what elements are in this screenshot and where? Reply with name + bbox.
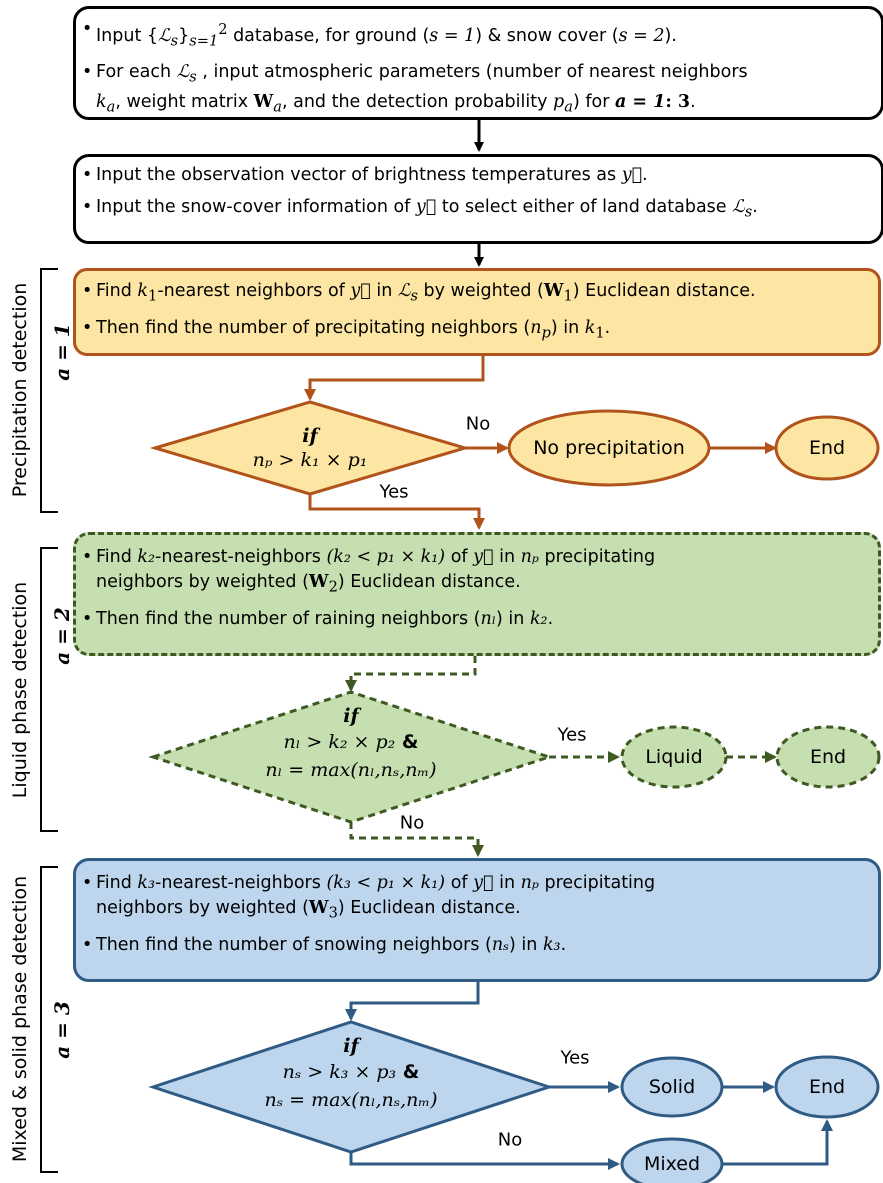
mixed-solid-phase-detection-box: Find k₃-nearest-neighbors (k₃ < p₁ × k₁)…: [73, 858, 881, 982]
stage2-find-neighbors-item: Find k₂-nearest-neighbors (k₂ < p₁ × k₁)…: [82, 545, 872, 600]
decision2-if: if: [343, 705, 359, 727]
mixed-label: Mixed: [643, 1153, 701, 1175]
stage3-count-item: Then find the number of snowing neighbor…: [82, 933, 872, 958]
stage1-find-neighbors-item: Find k1-nearest neighbors of y⃗ in ℒs by…: [82, 279, 872, 309]
decision1-condition: nₚ > k₁ × p₁: [252, 449, 368, 471]
decision2-no-label: No: [399, 812, 425, 834]
solid-label: Solid: [648, 1076, 696, 1098]
end-label-stage2: End: [809, 746, 847, 768]
end-label-stage3: End: [808, 1076, 846, 1098]
a-label-stage2: a = 2: [50, 607, 74, 665]
decision3-if: if: [343, 1035, 359, 1057]
decision2-condition1: nₗ > k₂ × p₂ &: [283, 731, 419, 753]
input-parameters-item: For each ℒs , input atmospheric paramete…: [82, 60, 875, 119]
decision1-yes-label: Yes: [379, 481, 409, 503]
decision3-no-label: No: [497, 1129, 523, 1151]
bracket-stage3: [40, 866, 58, 1173]
liquid-phase-detection-box: Find k₂-nearest-neighbors (k₂ < p₁ × k₁)…: [73, 532, 881, 656]
side-label-precipitation-detection: Precipitation detection: [9, 282, 31, 498]
arrow-decision1-yes: [308, 494, 485, 530]
input-database-box: Input {ℒs}s=12 database, for ground (s =…: [73, 6, 883, 120]
decision2-yes-label: Yes: [557, 724, 587, 746]
decision1-no-label: No: [465, 413, 491, 435]
arrow-stage3-to-decision: [345, 982, 480, 1021]
stage3-find-neighbors-item: Find k₃-nearest-neighbors (k₃ < p₁ × k₁)…: [82, 871, 872, 926]
decision1-if: if: [302, 425, 318, 447]
precipitation-detection-box: Find k1-nearest neighbors of y⃗ in ℒs by…: [73, 268, 881, 356]
liquid-label: Liquid: [645, 746, 703, 768]
arrow-mixed-to-end: [722, 1119, 833, 1166]
arrow-stage2-to-decision: [345, 656, 477, 692]
bracket-stage1: [40, 268, 58, 513]
oval-end-stage2: [775, 725, 881, 789]
decision3-yes-label: Yes: [560, 1047, 590, 1069]
decision3-condition2: nₛ = max(nₗ,nₛ,nₘ): [264, 1089, 438, 1111]
side-label-liquid-phase-detection: Liquid phase detection: [9, 581, 31, 799]
decision2-condition2: nₗ = max(nₗ,nₛ,nₘ): [265, 759, 437, 781]
oval-end-stage3: [774, 1055, 880, 1119]
a-label-stage1: a = 1: [50, 323, 74, 381]
end-label-stage1: End: [808, 437, 846, 459]
no-precipitation-label: No precipitation: [533, 437, 685, 459]
decision3-condition1: nₛ > k₃ × p₃ &: [282, 1061, 420, 1083]
a-label-stage3: a = 3: [50, 1001, 74, 1059]
decision-diamond-stage1: [149, 400, 471, 496]
stage2-count-item: Then find the number of raining neighbor…: [82, 607, 872, 632]
arrow-decision3-no: [349, 1152, 620, 1170]
side-label-mixed-solid-phase-detection: Mixed & solid phase detection: [9, 875, 31, 1163]
arrow-stage1-to-decision: [304, 356, 485, 401]
snow-cover-item: Input the snow-cover information of y⃗ t…: [82, 195, 875, 225]
observation-box: Input the observation vector of brightne…: [73, 154, 883, 244]
input-database-item: Input {ℒs}s=12 database, for ground (s =…: [82, 17, 875, 53]
observation-vector-item: Input the observation vector of brightne…: [82, 163, 875, 188]
stage1-count-item: Then find the number of precipitating ne…: [82, 316, 872, 346]
oval-end-stage1: [774, 415, 880, 481]
bracket-stage2: [40, 547, 58, 832]
decision-diamond-stage2: [148, 690, 554, 824]
